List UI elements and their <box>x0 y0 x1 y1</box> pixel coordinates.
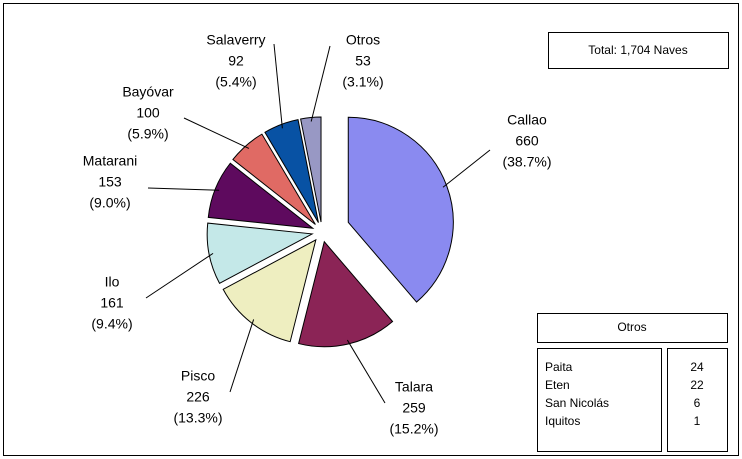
pie-slice <box>264 119 319 223</box>
slice-percent: (9.0%) <box>89 195 130 211</box>
pie-slice <box>300 116 322 223</box>
slice-label: Talara <box>395 379 433 395</box>
pie-slice <box>232 133 316 225</box>
slice-label: Matarani <box>83 153 137 169</box>
otros-table-value: 24 <box>690 360 704 374</box>
otros-table-name: Paita <box>545 360 573 374</box>
leader-line <box>229 319 255 393</box>
slice-value: 259 <box>402 400 426 416</box>
otros-table-name: Eten <box>545 378 570 392</box>
leader-line <box>442 149 491 188</box>
otros-table-value: 6 <box>694 396 701 410</box>
slice-percent: (5.4%) <box>215 74 256 90</box>
slice-percent: (5.9%) <box>127 126 168 142</box>
slice-label: Ilo <box>105 274 120 290</box>
slice-value: 161 <box>100 295 124 311</box>
slice-label: Otros <box>346 32 380 48</box>
pie-slice <box>297 240 394 348</box>
slice-label: Bayóvar <box>122 84 174 100</box>
pie-slice <box>347 116 454 303</box>
slice-percent: (13.3%) <box>173 410 222 426</box>
pie-slice <box>206 222 314 285</box>
slice-label: Callao <box>507 112 547 128</box>
pie-slice <box>207 162 315 229</box>
otros-table-values-box <box>667 348 728 452</box>
otros-table-names-box <box>537 348 662 452</box>
otros-table-value: 1 <box>694 414 701 428</box>
slice-value: 660 <box>515 133 539 149</box>
pie-slice <box>222 238 317 343</box>
otros-table-title-box <box>537 313 728 343</box>
slice-percent: (9.4%) <box>91 316 132 332</box>
slice-value: 226 <box>186 389 210 405</box>
leader-line <box>346 339 386 404</box>
slice-label: Salaverry <box>206 32 265 48</box>
total-annotation: Total: 1,704 Naves <box>588 43 687 57</box>
slice-value: 92 <box>228 53 244 69</box>
slice-label: Pisco <box>181 368 215 384</box>
otros-table-name: Iquitos <box>545 414 580 428</box>
slice-value: 100 <box>136 105 160 121</box>
slice-percent: (15.2%) <box>389 421 438 437</box>
leader-line <box>273 43 283 129</box>
otros-table-value: 22 <box>690 378 704 392</box>
otros-table-name: San Nicolás <box>545 396 609 410</box>
slice-value: 53 <box>355 53 371 69</box>
leader-line <box>145 252 214 299</box>
slice-value: 153 <box>98 174 122 190</box>
leader-line <box>183 117 250 149</box>
total-box <box>548 32 729 69</box>
leader-line <box>310 45 331 122</box>
slice-percent: (38.7%) <box>502 154 551 170</box>
leader-line <box>147 187 220 191</box>
slice-percent: (3.1%) <box>342 74 383 90</box>
pie <box>206 116 454 348</box>
otros-table-title: Otros <box>617 320 646 334</box>
